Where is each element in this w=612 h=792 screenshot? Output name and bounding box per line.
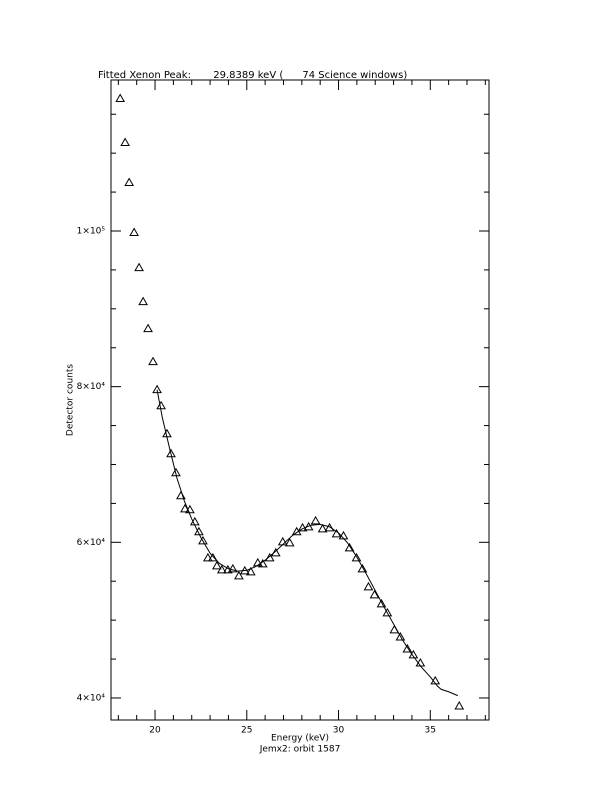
data-point [363, 581, 374, 591]
data-point [129, 227, 139, 237]
data-point [148, 356, 158, 366]
data-point [297, 522, 308, 532]
data-point [152, 384, 162, 394]
data-point [351, 552, 362, 562]
data-point [120, 137, 130, 146]
data-point [245, 566, 256, 576]
data-point [166, 448, 176, 458]
plot-frame [110, 79, 490, 721]
data-point [124, 177, 135, 187]
data-point [303, 521, 314, 531]
data-point [402, 643, 413, 653]
data-point [357, 563, 368, 573]
data-point [203, 552, 213, 562]
data-point [454, 700, 465, 710]
data-point [234, 570, 244, 580]
y-tick-label: 6×10⁴ [77, 538, 106, 548]
data-point [376, 598, 387, 608]
data-point [198, 535, 208, 545]
data-point [324, 522, 335, 532]
data-point [156, 400, 166, 410]
y-axis-label: Detector counts [66, 364, 76, 436]
data-point [344, 542, 355, 552]
data-point [317, 523, 328, 533]
y-tick-label: 8×10⁴ [77, 382, 106, 392]
data-point [216, 564, 227, 574]
data-point [212, 560, 222, 570]
data-point [369, 589, 380, 599]
x-axis-label: Energy (keV) [271, 734, 329, 744]
data-point [270, 547, 281, 557]
data-point [284, 537, 295, 547]
data-point [138, 296, 148, 306]
data-point [194, 526, 204, 536]
data-point [252, 557, 263, 567]
y-tick-label: 1×10⁵ [77, 226, 106, 236]
data-point [134, 262, 144, 272]
fit-line [156, 389, 459, 697]
data-point [395, 631, 406, 641]
x-tick-label: 35 [425, 726, 436, 736]
data-point [382, 607, 393, 617]
y-tick-label: 4×10⁴ [77, 693, 106, 703]
x-tick-label: 20 [149, 726, 161, 736]
chart-title: Fitted Xenon Peak: 29.8389 keV ( 74 Scie… [98, 70, 407, 81]
subtitle: Jemx2: orbit 1587 [259, 745, 341, 755]
x-tick-label: 30 [333, 726, 345, 736]
data-point [207, 552, 218, 562]
data-point [227, 563, 238, 573]
x-tick-label: 25 [241, 726, 252, 736]
data-point [115, 93, 126, 102]
data-point [310, 515, 321, 525]
data-point [143, 323, 153, 333]
